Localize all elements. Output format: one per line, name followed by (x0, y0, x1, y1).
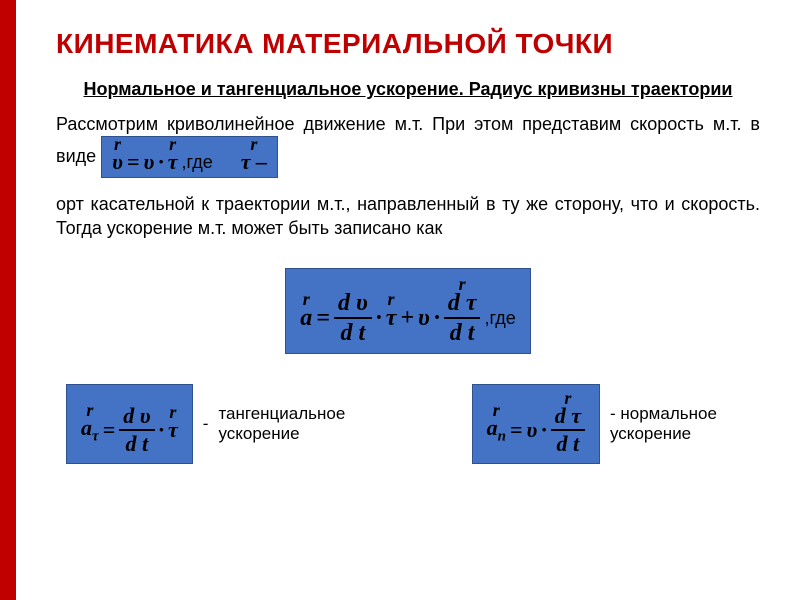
frac-dvdt: d υ d t (334, 291, 372, 345)
eq: = (127, 151, 140, 173)
num-dtau: d τ (444, 291, 481, 319)
eq: = (103, 419, 116, 441)
tangential-group: aτ = d υ d t · τ - тангенциальное ускоре… (66, 384, 388, 464)
num-dv: d υ (119, 405, 154, 431)
dash-tan: - (203, 414, 209, 434)
normal-group: an = υ · d τ d t - нормальное ускорение (472, 384, 750, 464)
formula-acceleration: a = d υ d t · τ + υ · d τ d t ,где (285, 268, 531, 354)
frac-tan: d υ d t (119, 405, 154, 455)
num-dv: d υ (334, 291, 372, 319)
vec-tau: τ (386, 306, 397, 330)
eq: = (510, 419, 523, 441)
vec-v: υ (112, 151, 123, 173)
slide: КИНЕМАТИКА МАТЕРИАЛЬНОЙ ТОЧКИ Нормальное… (0, 0, 800, 600)
num-dtau: d τ (551, 405, 585, 431)
caption-tangential: тангенциальное ускорение (218, 404, 388, 445)
dot: · (541, 419, 547, 441)
vec-tau-tail: τ – (241, 151, 267, 173)
den-dt2: d t (446, 319, 479, 345)
paragraph-2: орт касательной к траектории м.т., напра… (56, 192, 760, 241)
scalar-v: υ (143, 151, 154, 173)
caption-normal: - нормальное ускорение (610, 404, 750, 445)
paragraph-1: Рассмотрим криволинейное движение м.т. П… (56, 112, 760, 178)
where-2: ,где (484, 309, 515, 327)
dot: · (376, 306, 382, 330)
vec-tau: τ (168, 419, 178, 441)
plus: + (400, 306, 414, 330)
page-title: КИНЕМАТИКА МАТЕРИАЛЬНОЙ ТОЧКИ (56, 28, 760, 60)
vec-a: a (300, 306, 312, 330)
frac-dtaudt: d τ d t (444, 291, 481, 345)
frac-norm: d τ d t (551, 405, 585, 455)
where-1: ,где (182, 153, 213, 171)
main-formula-row: a = d υ d t · τ + υ · d τ d t ,где (56, 268, 760, 354)
scalar-v: υ (526, 419, 537, 441)
formula-tangential: aτ = d υ d t · τ (66, 384, 193, 464)
vec-a-tau: aτ (81, 417, 99, 444)
bottom-row: aτ = d υ d t · τ - тангенциальное ускоре… (56, 384, 760, 464)
section-subtitle: Нормальное и тангенциальное ускорение. Р… (56, 78, 760, 101)
eq: = (316, 306, 330, 330)
den-dt: d t (553, 431, 584, 455)
formula-velocity: υ = υ · τ ,где τ – (101, 136, 278, 178)
formula-normal: an = υ · d τ d t (472, 384, 600, 464)
scalar-v: υ (418, 306, 430, 330)
dot2: · (434, 306, 440, 330)
den-dt: d t (336, 319, 369, 345)
vec-tau: τ (168, 151, 178, 173)
dot: · (158, 151, 164, 173)
den-dt: d t (122, 431, 153, 455)
vec-a-n: an (487, 417, 506, 444)
dot: · (159, 419, 165, 441)
